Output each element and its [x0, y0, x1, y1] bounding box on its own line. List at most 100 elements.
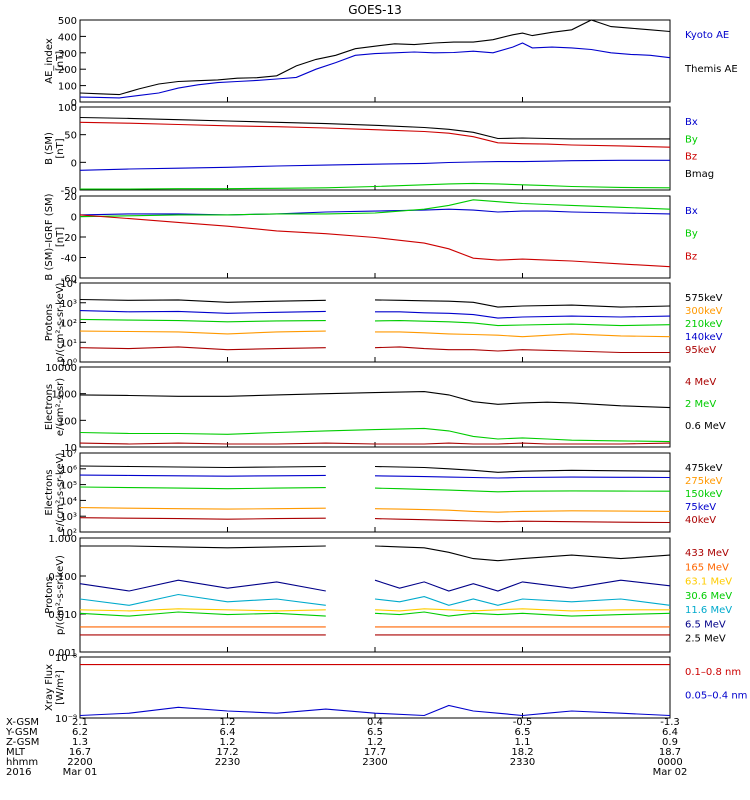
- legend-entry: 140keV: [685, 332, 723, 343]
- legend-entry: Bmag: [685, 169, 714, 180]
- legend-entry: 11.6 MeV: [685, 605, 732, 616]
- series-line-bsm-1: [80, 182, 671, 190]
- y-axis-label: e/(cm²-s-sr-keV): [55, 453, 66, 533]
- series-line-protons-high-3: [79, 611, 671, 617]
- panel-frame: [79, 282, 671, 363]
- table-cell: 17.2: [216, 747, 238, 758]
- series-line-bigrf-1: [79, 199, 671, 218]
- table-cell: 6.4: [662, 727, 678, 738]
- table-cell: 2.1: [72, 717, 88, 728]
- series-line-protons-low-3: [79, 310, 671, 319]
- table-row-label: Z-GSM: [6, 737, 39, 748]
- series-line-electrons-low-1: [79, 507, 671, 513]
- series-line-electrons-high-2: [79, 391, 671, 409]
- table-row-label: X-GSM: [6, 717, 39, 728]
- panel-bsm: -50 0 50 100 B (SM) [nT] Bx By Bz Bmag: [44, 103, 714, 197]
- y-tick-label: 10⁴: [60, 279, 77, 290]
- y-axis-label: B (SM)–IGRF (SM): [44, 193, 55, 280]
- panel-frame: [79, 452, 671, 533]
- y-tick-label: 1.000: [48, 534, 77, 545]
- y-axis-label: [W/m²]: [55, 670, 66, 705]
- y-tick-label: 100: [58, 103, 77, 114]
- legend-entry: Bx: [685, 117, 698, 128]
- legend-entry: Kyoto AE: [685, 30, 729, 41]
- legend-entry: Bx: [685, 206, 698, 217]
- y-axis-label: Protons: [44, 576, 55, 613]
- panel-bigrf: -60 -40 -20 0 20 B (SM)–IGRF (SM) [nT] Bx By Bz: [44, 192, 698, 285]
- legend-entry: 433 MeV: [685, 548, 729, 559]
- figure-title: GOES-13: [348, 3, 402, 17]
- table-cell: 2200: [67, 757, 92, 768]
- table-cell: 1.2: [367, 737, 383, 748]
- y-tick-label: 10⁻⁹: [55, 714, 77, 725]
- legend-entry: 475keV: [685, 463, 723, 474]
- y-axis-label: AE_index: [44, 38, 55, 84]
- series-line-protons-low-1: [79, 330, 671, 338]
- y-axis-label: e/(cm²-s-sr): [55, 378, 66, 436]
- legend-entry: 6.5 MeV: [685, 619, 726, 630]
- panel-frame: [79, 366, 671, 448]
- table-cell: 2330: [510, 757, 535, 768]
- y-tick-label: 0: [71, 213, 77, 224]
- panel-protons-high: 0.001 0.010 0.100 1.000 Protons p/(cm²-s-sr-k…: [44, 534, 732, 659]
- y-axis-label: Electrons: [44, 384, 55, 430]
- table-cell: 1.1: [515, 737, 531, 748]
- y-axis-label: Protons: [44, 304, 55, 341]
- table-cell: 6.5: [367, 727, 383, 738]
- table-cell: 2230: [215, 757, 240, 768]
- y-tick-label: -60: [61, 274, 77, 285]
- table-cell: 0.4: [367, 717, 383, 728]
- series-line-bsm-2: [79, 121, 671, 148]
- legend-entry: 150keV: [685, 489, 723, 500]
- y-tick-label: 100: [58, 416, 77, 427]
- y-tick-label: 0.100: [48, 572, 77, 583]
- series-line-bigrf-0: [79, 208, 671, 216]
- table-cell: 18.2: [511, 747, 533, 758]
- table-cell: 1.3: [72, 737, 88, 748]
- series-line-protons-low-4: [79, 346, 670, 354]
- y-tick-label: -40: [61, 254, 77, 265]
- panel-electrons-high: 10 100 1000 10000 Electrons e/(cm²-s-sr) 4 MeV…: [44, 363, 726, 454]
- series-line-protons-high-6: [80, 545, 671, 562]
- legend-entry: By: [685, 229, 698, 240]
- y-tick-label: 0: [71, 98, 77, 109]
- y-tick-label: 10000: [45, 363, 77, 374]
- series-line-electrons-high-0: [79, 442, 671, 445]
- y-axis-label: B (SM): [44, 132, 55, 165]
- legend-entry: 40keV: [685, 515, 716, 526]
- y-tick-label: 10²: [60, 528, 77, 539]
- legend-entry: Bz: [685, 251, 697, 262]
- legend-entry: Bz: [685, 152, 697, 163]
- table-cell: 6.5: [515, 727, 531, 738]
- series-line-ae-0: [79, 42, 671, 99]
- y-axis-label: p/(cm²-s-sr-keV): [55, 282, 66, 362]
- y-tick-label: 10⁴: [60, 496, 77, 507]
- series-line-bsm-0: [79, 159, 670, 171]
- y-tick-label: 20: [64, 192, 77, 203]
- time-axis-table: X-GSMY-GSMZ-GSMMLThhmm20162.16.21.316.72…: [5, 717, 687, 778]
- legend-entry: 300keV: [685, 306, 723, 317]
- y-tick-label: 10⁶: [60, 465, 77, 476]
- table-cell: 16.7: [69, 747, 91, 758]
- y-tick-label: -20: [61, 233, 77, 244]
- panel-frame: [79, 19, 671, 103]
- y-tick-label: 10¹: [60, 338, 77, 349]
- legend-entry: 0.6 MeV: [685, 421, 726, 432]
- series-line-ae-1: [79, 19, 671, 96]
- series-line-bigrf-2: [79, 214, 671, 268]
- legend-entry: 165 MeV: [685, 562, 729, 573]
- y-tick-label: 1000: [52, 390, 77, 401]
- legend-entry: 0.1–0.8 nm: [685, 667, 741, 678]
- table-cell: 17.7: [364, 747, 386, 758]
- legend-entry: 575keV: [685, 293, 723, 304]
- legend-entry: Themis AE: [684, 64, 738, 75]
- legend-entry: 2.5 MeV: [685, 634, 726, 645]
- table-cell: 18.7: [659, 747, 681, 758]
- y-tick-label: 0.010: [48, 610, 77, 621]
- series-line-bsm-3: [79, 116, 670, 140]
- y-tick-label: 50: [64, 131, 77, 142]
- y-tick-label: 0.001: [48, 648, 77, 659]
- y-axis-label: Xray Flux: [44, 664, 55, 711]
